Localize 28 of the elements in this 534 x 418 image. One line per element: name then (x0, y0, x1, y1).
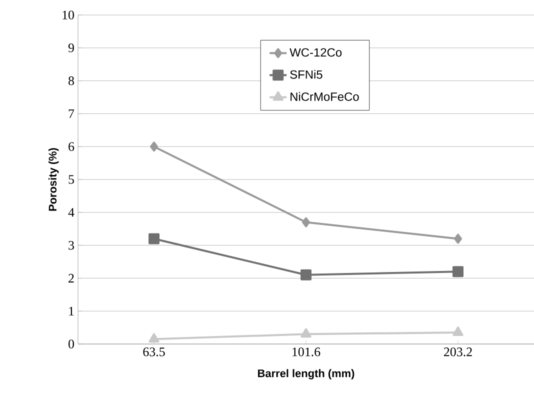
y-axis-title: Porosity (%) (48, 148, 59, 211)
y-tick-label: 9 (68, 44, 74, 52)
x-tick-label: 101.6 (292, 348, 320, 356)
x-axis-title: Barrel length (mm) (258, 369, 354, 380)
y-tick-label: 6 (68, 142, 74, 151)
y-tick-label: 4 (68, 208, 74, 217)
x-tick-label: 203.2 (444, 348, 472, 356)
legend-label: WC-12Co (290, 48, 342, 57)
legend-label: NiCrMoFeCo (290, 92, 359, 101)
point (150, 142, 158, 152)
point (300, 328, 312, 338)
y-tick-label: 2 (68, 274, 74, 282)
y-tick-label: 1 (69, 306, 74, 316)
point (302, 217, 310, 228)
point (148, 233, 160, 244)
legend-label: SFNi5 (290, 70, 322, 79)
point (454, 234, 462, 244)
y-tick-label: 5 (68, 175, 74, 184)
point (452, 326, 464, 336)
point (452, 266, 464, 278)
y-tick-label: 7 (68, 109, 74, 118)
y-tick-label: 8 (68, 76, 74, 86)
y-tick-label: 3 (68, 240, 74, 250)
point (300, 269, 312, 280)
y-tick-label: 10 (62, 10, 74, 20)
y-tick-label: 0 (68, 340, 74, 348)
x-tick-label: 63.5 (143, 348, 165, 356)
point (148, 333, 160, 343)
